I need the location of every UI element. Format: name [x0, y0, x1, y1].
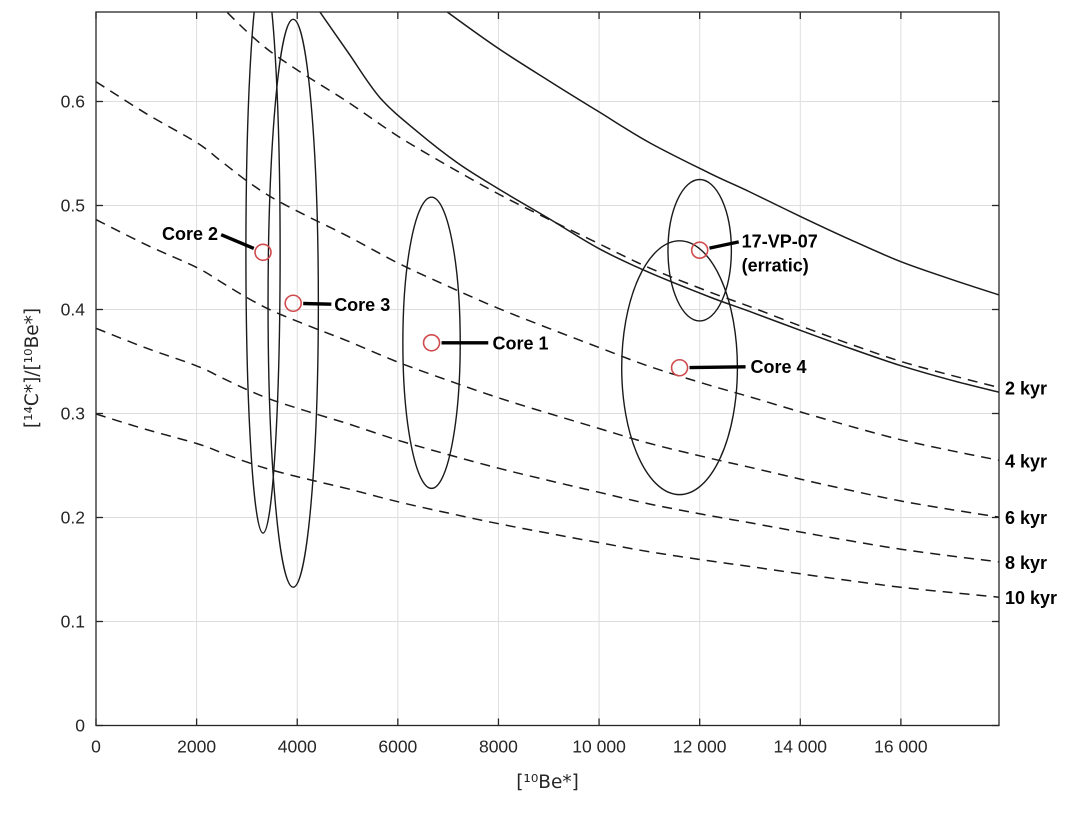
y-tick-label: 0 — [75, 716, 85, 736]
y-tick-label: 0.5 — [61, 196, 85, 216]
x-tick-label: 2000 — [177, 737, 216, 757]
y-tick-label: 0.4 — [61, 300, 86, 320]
data-point-core-2 — [254, 243, 272, 262]
y-tick-label: 0.2 — [61, 508, 85, 528]
isochron-label-10kyr: 10 kyr — [1005, 588, 1057, 608]
x-axis-label: [¹⁰Be*] — [516, 772, 579, 793]
ticks-group — [95, 12, 999, 727]
data-point-core-3 — [284, 294, 303, 313]
x-tick-label: 12 000 — [673, 737, 727, 757]
leader-line — [220, 233, 255, 250]
y-tick-label: 0.3 — [61, 404, 85, 424]
leader-line — [689, 365, 746, 370]
isochron-curve-8kyr — [96, 327, 999, 563]
data-point-core-4 — [670, 358, 689, 377]
point-label: Core 4 — [751, 357, 807, 377]
isochron-curve-6kyr — [96, 218, 999, 518]
leader-line — [303, 301, 332, 306]
error-ellipse-core-2 — [245, 12, 281, 534]
grid-group — [96, 12, 999, 726]
axis-box — [95, 11, 1000, 727]
annotations-group: Core 1 Core 2 Core 3 Core 4 17-VP-07 (erratic… — [162, 224, 818, 377]
data-point-17-vp-07-erratic- — [690, 241, 709, 260]
y-axis-label: [¹⁴C*]/[¹⁰Be*] — [22, 308, 43, 428]
erosion-curve — [319, 12, 999, 393]
y-tick-label: 0.6 — [61, 92, 85, 112]
isochron-curve-0kyr — [446, 12, 999, 296]
leader-line — [709, 240, 740, 250]
point-label-line: (erratic) — [742, 256, 809, 276]
x-tick-label: 6000 — [378, 737, 417, 757]
point-label: Core 1 — [493, 333, 549, 353]
x-tick-label: 8000 — [479, 737, 518, 757]
x-tick-label: 4000 — [278, 737, 317, 757]
isochron-curve-4kyr — [96, 81, 999, 462]
x-tick-label: 16 000 — [874, 737, 928, 757]
isochron-label-6kyr: 6 kyr — [1005, 508, 1047, 528]
isochron-curve-10kyr — [96, 413, 999, 598]
y-tick-label: 0.1 — [61, 612, 85, 632]
x-tick-label: 0 — [91, 737, 101, 757]
curves-group — [96, 12, 999, 598]
x-tick-label: 14 000 — [774, 737, 828, 757]
x-tick-label: 10 000 — [572, 737, 626, 757]
point-label: Core 2 — [162, 224, 218, 244]
data-point-core-1 — [422, 333, 441, 352]
isochron-label-8kyr: 8 kyr — [1005, 553, 1047, 573]
error-ellipse-17-vp-07-erratic- — [667, 178, 733, 322]
isochron-curve-2kyr — [225, 12, 999, 389]
isochron-label-2kyr: 2 kyr — [1005, 379, 1047, 399]
isochron-label-4kyr: 4 kyr — [1005, 451, 1047, 471]
point-label: Core 3 — [334, 295, 390, 315]
point-label-line: 17-VP-07 — [742, 232, 818, 252]
